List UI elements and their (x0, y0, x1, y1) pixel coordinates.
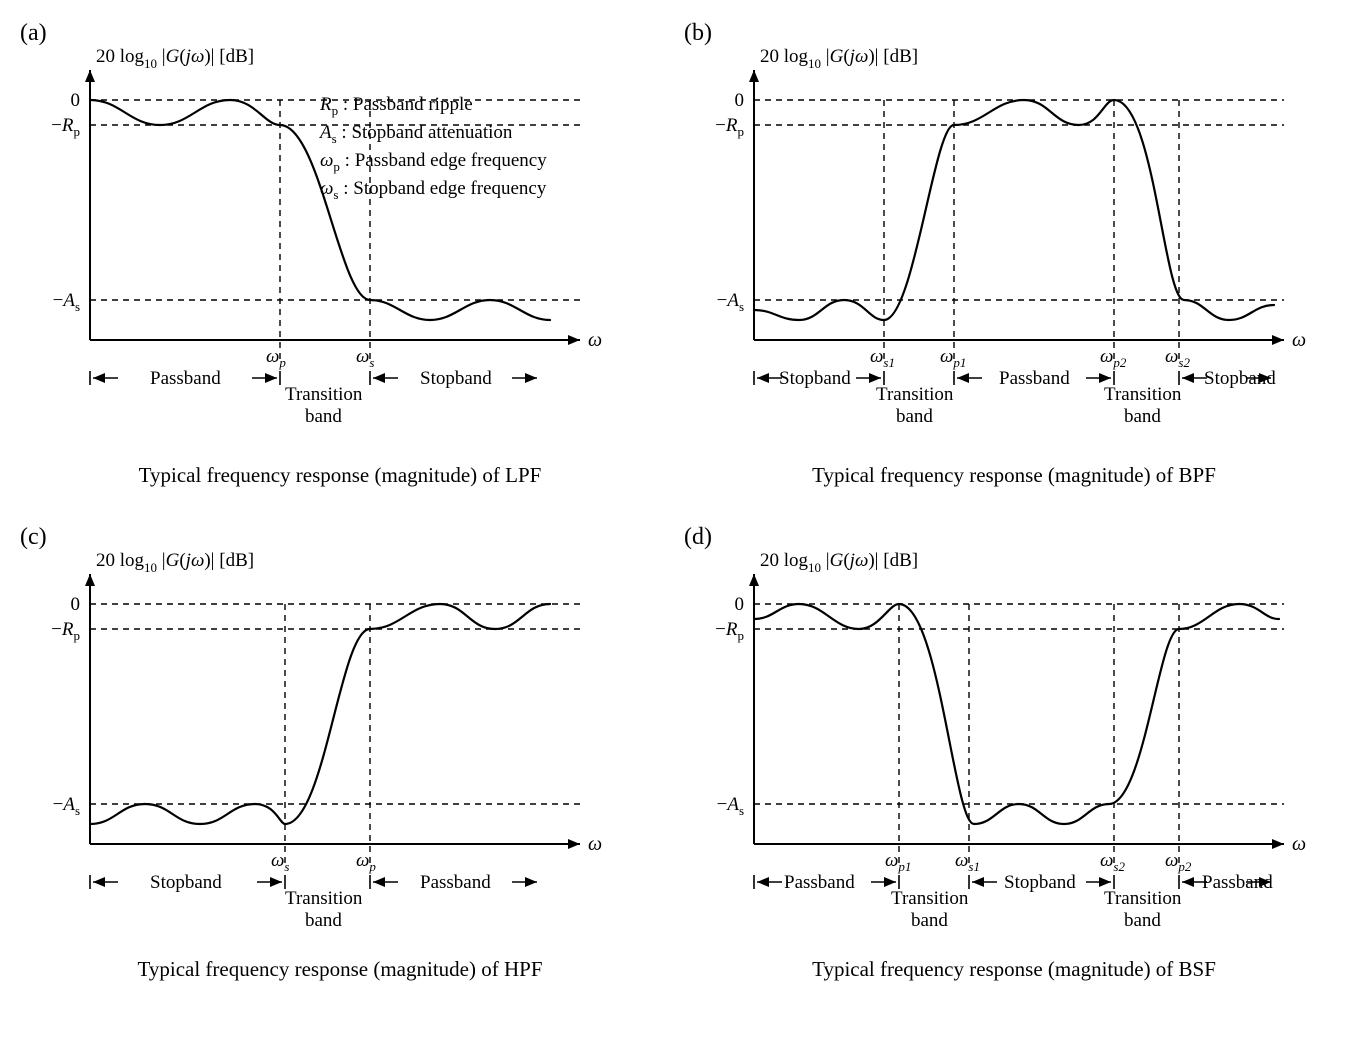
svg-text:Stopband: Stopband (1004, 872, 1076, 893)
svg-text:ω: ω (588, 329, 602, 351)
svg-text:−Rp: −Rp (51, 619, 80, 643)
panel-caption: Typical frequency response (magnitude) o… (812, 463, 1216, 487)
figure-grid: (a) ω 20 log10 |G(jω)| [dB] 0 −Rp −As ωp ωs Pass… (20, 20, 1334, 994)
svg-text:20 log10 |G(jω)| [dB]: 20 log10 |G(jω)| [dB] (96, 550, 254, 575)
svg-text:0: 0 (71, 594, 81, 615)
svg-text:ωs: ωs (356, 346, 374, 370)
chart-d: ω 20 log10 |G(jω)| [dB] 0 −Rp −As ωp1 ωs1 ωs2 ωp… (684, 524, 1344, 994)
svg-text:As : Stopband attenuation: As : Stopband attenuation (318, 122, 513, 146)
svg-text:ωp: ωp (266, 346, 286, 370)
svg-text:band: band (305, 910, 342, 931)
svg-text:ωs1: ωs1 (870, 346, 895, 370)
svg-text:20 log10 |G(jω)| [dB]: 20 log10 |G(jω)| [dB] (760, 550, 918, 575)
panel-d-bsf: (d) ω 20 log10 |G(jω)| [dB] 0 −Rp −As ωp1 ωs1 ωs… (684, 524, 1344, 994)
svg-text:ω: ω (588, 833, 602, 855)
svg-text:band: band (896, 406, 933, 427)
svg-text:Passband: Passband (999, 368, 1070, 389)
svg-text:Transition: Transition (1104, 888, 1182, 909)
panel-caption: Typical frequency response (magnitude) o… (139, 463, 542, 487)
svg-text:Passband: Passband (784, 872, 855, 893)
svg-text:0: 0 (735, 594, 745, 615)
svg-text:ωs: ωs (271, 850, 289, 874)
svg-text:ωs : Stopband edge frequency: ωs : Stopband edge frequency (320, 178, 547, 202)
svg-text:ωp2: ωp2 (1100, 346, 1127, 370)
panel-caption: Typical frequency response (magnitude) o… (812, 957, 1216, 981)
panel-a-lpf: (a) ω 20 log10 |G(jω)| [dB] 0 −Rp −As ωp ωs Pass… (20, 20, 660, 500)
svg-text:ω: ω (1292, 833, 1306, 855)
svg-text:Passband: Passband (1202, 872, 1273, 893)
svg-text:Stopband: Stopband (150, 872, 222, 893)
panel-tag: (a) (20, 20, 47, 47)
chart-c: ω 20 log10 |G(jω)| [dB] 0 −Rp −As ωs ωp Stopban… (20, 524, 660, 994)
svg-text:Passband: Passband (150, 368, 221, 389)
svg-text:Stopband: Stopband (420, 368, 492, 389)
svg-text:0: 0 (71, 90, 81, 111)
svg-text:−Rp: −Rp (715, 115, 744, 139)
panel-tag: (d) (684, 524, 712, 551)
svg-text:Transition: Transition (876, 384, 954, 405)
svg-text:20 log10 |G(jω)| [dB]: 20 log10 |G(jω)| [dB] (96, 46, 254, 71)
svg-text:20 log10 |G(jω)| [dB]: 20 log10 |G(jω)| [dB] (760, 46, 918, 71)
svg-text:ωs2: ωs2 (1100, 850, 1125, 874)
chart-b: ω 20 log10 |G(jω)| [dB] 0 −Rp −As ωs1 ωp1 ωp2 ωs… (684, 20, 1344, 500)
svg-text:−Rp: −Rp (715, 619, 744, 643)
svg-text:ω: ω (1292, 329, 1306, 351)
svg-text:−As: −As (53, 290, 80, 314)
panel-b-bpf: (b) ω 20 log10 |G(jω)| [dB] 0 −Rp −As ωs1 ωp1 ωp… (684, 20, 1344, 500)
svg-text:Transition: Transition (285, 384, 363, 405)
svg-text:ωp: ωp (356, 850, 376, 874)
panel-caption: Typical frequency response (magnitude) o… (138, 957, 543, 981)
svg-text:ωp1: ωp1 (940, 346, 966, 370)
svg-text:Stopband: Stopband (1204, 368, 1276, 389)
chart-a: ω 20 log10 |G(jω)| [dB] 0 −Rp −As ωp ωs Passban… (20, 20, 660, 500)
svg-text:−Rp: −Rp (51, 115, 80, 139)
svg-text:band: band (911, 910, 948, 931)
svg-text:−As: −As (717, 290, 744, 314)
svg-text:ωs1: ωs1 (955, 850, 980, 874)
panel-tag: (b) (684, 20, 712, 47)
svg-text:Rp : Passband ripple: Rp : Passband ripple (319, 94, 473, 118)
svg-text:ωp2: ωp2 (1165, 850, 1192, 874)
svg-text:Transition: Transition (1104, 384, 1182, 405)
svg-text:0: 0 (735, 90, 745, 111)
svg-text:ωs2: ωs2 (1165, 346, 1190, 370)
svg-text:ωp : Passband edge frequency: ωp : Passband edge frequency (320, 150, 547, 174)
svg-text:Passband: Passband (420, 872, 491, 893)
svg-text:band: band (1124, 910, 1161, 931)
svg-text:−As: −As (53, 794, 80, 818)
svg-text:band: band (305, 406, 342, 427)
svg-text:ωp1: ωp1 (885, 850, 911, 874)
svg-text:Transition: Transition (891, 888, 969, 909)
svg-text:Transition: Transition (285, 888, 363, 909)
svg-text:−As: −As (717, 794, 744, 818)
svg-text:band: band (1124, 406, 1161, 427)
panel-c-hpf: (c) ω 20 log10 |G(jω)| [dB] 0 −Rp −As ωs ωp Stop… (20, 524, 660, 994)
svg-text:Stopband: Stopband (779, 368, 851, 389)
panel-tag: (c) (20, 524, 47, 551)
